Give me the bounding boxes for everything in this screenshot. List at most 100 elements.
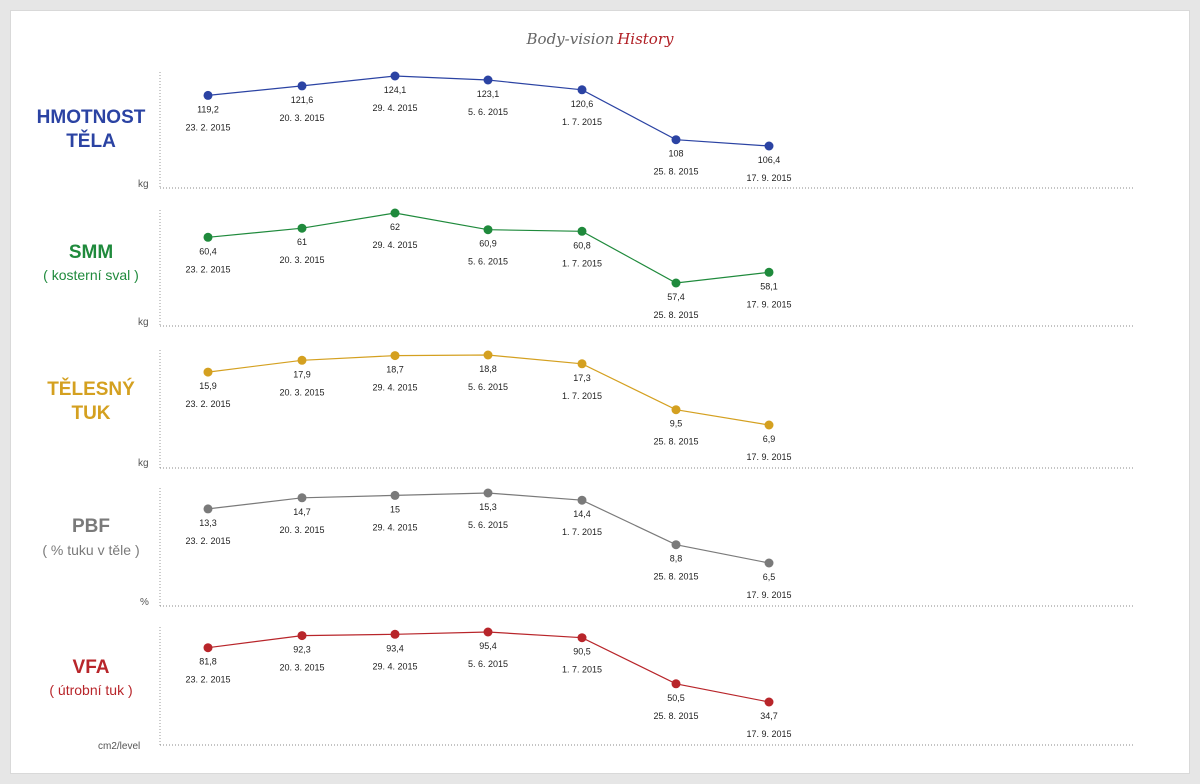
page-title: Body-vision History bbox=[0, 30, 1200, 48]
weight-point bbox=[577, 85, 587, 95]
weight-point bbox=[203, 90, 213, 100]
pbf-value-label: 15 bbox=[390, 504, 400, 514]
smm-value-label: 62 bbox=[390, 222, 400, 232]
vfa-date-label: 20. 3. 2015 bbox=[279, 663, 324, 673]
vfa-point bbox=[764, 697, 774, 707]
fat-value-label: 9,5 bbox=[670, 419, 683, 429]
pbf-value-label: 14,7 bbox=[293, 507, 311, 517]
vfa-date-label: 25. 8. 2015 bbox=[653, 711, 698, 721]
panel-smm-sublabel: ( kosterní sval ) bbox=[43, 267, 139, 283]
weight-value-label: 121,6 bbox=[291, 95, 314, 105]
panel-weight-unit: kg bbox=[138, 179, 149, 190]
weight-value-label: 124,1 bbox=[384, 85, 407, 95]
fat-point bbox=[390, 351, 400, 361]
fat-value-label: 18,8 bbox=[479, 364, 497, 374]
pbf-point bbox=[203, 504, 213, 514]
panel-smm-label-line1: SMM bbox=[68, 242, 114, 263]
smm-point bbox=[390, 208, 400, 218]
smm-point bbox=[764, 267, 774, 277]
panel-smm-label: SMM bbox=[0, 241, 182, 265]
title-part2: History bbox=[617, 30, 674, 48]
fat-value-label: 15,9 bbox=[199, 381, 217, 391]
vfa-point bbox=[203, 643, 213, 653]
fat-date-label: 17. 9. 2015 bbox=[746, 452, 791, 462]
fat-date-label: 1. 7. 2015 bbox=[562, 391, 602, 401]
weight-date-label: 5. 6. 2015 bbox=[468, 107, 508, 117]
weight-date-label: 1. 7. 2015 bbox=[562, 117, 602, 127]
smm-date-label: 17. 9. 2015 bbox=[746, 299, 791, 309]
smm-date-label: 1. 7. 2015 bbox=[562, 258, 602, 268]
fat-point bbox=[483, 350, 493, 360]
smm-point bbox=[671, 278, 681, 288]
smm-date-label: 25. 8. 2015 bbox=[653, 310, 698, 320]
fat-point bbox=[764, 420, 774, 430]
weight-date-label: 29. 4. 2015 bbox=[372, 103, 417, 113]
vfa-date-label: 17. 9. 2015 bbox=[746, 729, 791, 739]
smm-value-label: 60,8 bbox=[573, 240, 591, 250]
pbf-value-label: 8,8 bbox=[670, 554, 683, 564]
fat-point bbox=[297, 355, 307, 365]
smm-value-label: 58,1 bbox=[760, 281, 778, 291]
vfa-point bbox=[671, 679, 681, 689]
vfa-point bbox=[577, 633, 587, 643]
fat-value-label: 17,9 bbox=[293, 369, 311, 379]
pbf-point bbox=[764, 558, 774, 568]
smm-date-label: 23. 2. 2015 bbox=[185, 264, 230, 274]
weight-point bbox=[483, 75, 493, 85]
pbf-point bbox=[297, 493, 307, 503]
pbf-point bbox=[483, 488, 493, 498]
smm-date-label: 5. 6. 2015 bbox=[468, 257, 508, 267]
weight-point bbox=[390, 71, 400, 81]
weight-point bbox=[297, 81, 307, 91]
vfa-value-label: 34,7 bbox=[760, 711, 778, 721]
fat-value-label: 17,3 bbox=[573, 373, 591, 383]
panel-fat-label: TĚLESNÝ TUK bbox=[0, 378, 182, 426]
vfa-value-label: 81,8 bbox=[199, 657, 217, 667]
vfa-value-label: 90,5 bbox=[573, 647, 591, 657]
smm-point bbox=[297, 223, 307, 233]
weight-date-label: 25. 8. 2015 bbox=[653, 167, 698, 177]
fat-date-label: 5. 6. 2015 bbox=[468, 382, 508, 392]
pbf-date-label: 25. 8. 2015 bbox=[653, 572, 698, 582]
smm-value-label: 61 bbox=[297, 237, 307, 247]
fat-point bbox=[671, 405, 681, 415]
fat-point bbox=[203, 367, 213, 377]
panel-vfa-label: VFA bbox=[0, 656, 182, 680]
panel-weight-label-line1: HMOTNOST bbox=[36, 107, 146, 128]
smm-date-label: 29. 4. 2015 bbox=[372, 240, 417, 250]
pbf-date-label: 29. 4. 2015 bbox=[372, 522, 417, 532]
weight-point bbox=[671, 135, 681, 145]
panel-vfa-unit: cm2/level bbox=[98, 741, 141, 752]
weight-value-label: 106,4 bbox=[758, 155, 781, 165]
smm-point bbox=[203, 232, 213, 242]
pbf-value-label: 6,5 bbox=[763, 572, 776, 582]
fat-date-label: 20. 3. 2015 bbox=[279, 387, 324, 397]
weight-value-label: 123,1 bbox=[477, 89, 500, 99]
vfa-point bbox=[297, 631, 307, 641]
vfa-date-label: 23. 2. 2015 bbox=[185, 675, 230, 685]
panel-vfa-label-line1: VFA bbox=[72, 657, 110, 678]
smm-value-label: 60,4 bbox=[199, 246, 217, 256]
pbf-date-label: 17. 9. 2015 bbox=[746, 590, 791, 600]
smm-date-label: 20. 3. 2015 bbox=[279, 255, 324, 265]
pbf-point bbox=[577, 495, 587, 505]
panel-fat-label-line1: TĚLESNÝ bbox=[47, 379, 135, 400]
vfa-value-label: 93,4 bbox=[386, 643, 404, 653]
weight-date-label: 20. 3. 2015 bbox=[279, 113, 324, 123]
vfa-point bbox=[390, 629, 400, 639]
panel-pbf-unit: % bbox=[140, 597, 149, 608]
pbf-date-label: 23. 2. 2015 bbox=[185, 536, 230, 546]
smm-value-label: 60,9 bbox=[479, 239, 497, 249]
panel-pbf-label: PBF bbox=[0, 515, 182, 539]
vfa-value-label: 95,4 bbox=[479, 641, 497, 651]
smm-point bbox=[577, 226, 587, 236]
fat-date-label: 25. 8. 2015 bbox=[653, 437, 698, 447]
pbf-date-label: 5. 6. 2015 bbox=[468, 520, 508, 530]
fat-point bbox=[577, 359, 587, 369]
vfa-value-label: 50,5 bbox=[667, 693, 685, 703]
weight-value-label: 108 bbox=[668, 149, 683, 159]
pbf-value-label: 13,3 bbox=[199, 518, 217, 528]
weight-value-label: 119,2 bbox=[197, 104, 219, 114]
panel-pbf-label-line1: PBF bbox=[72, 516, 110, 537]
